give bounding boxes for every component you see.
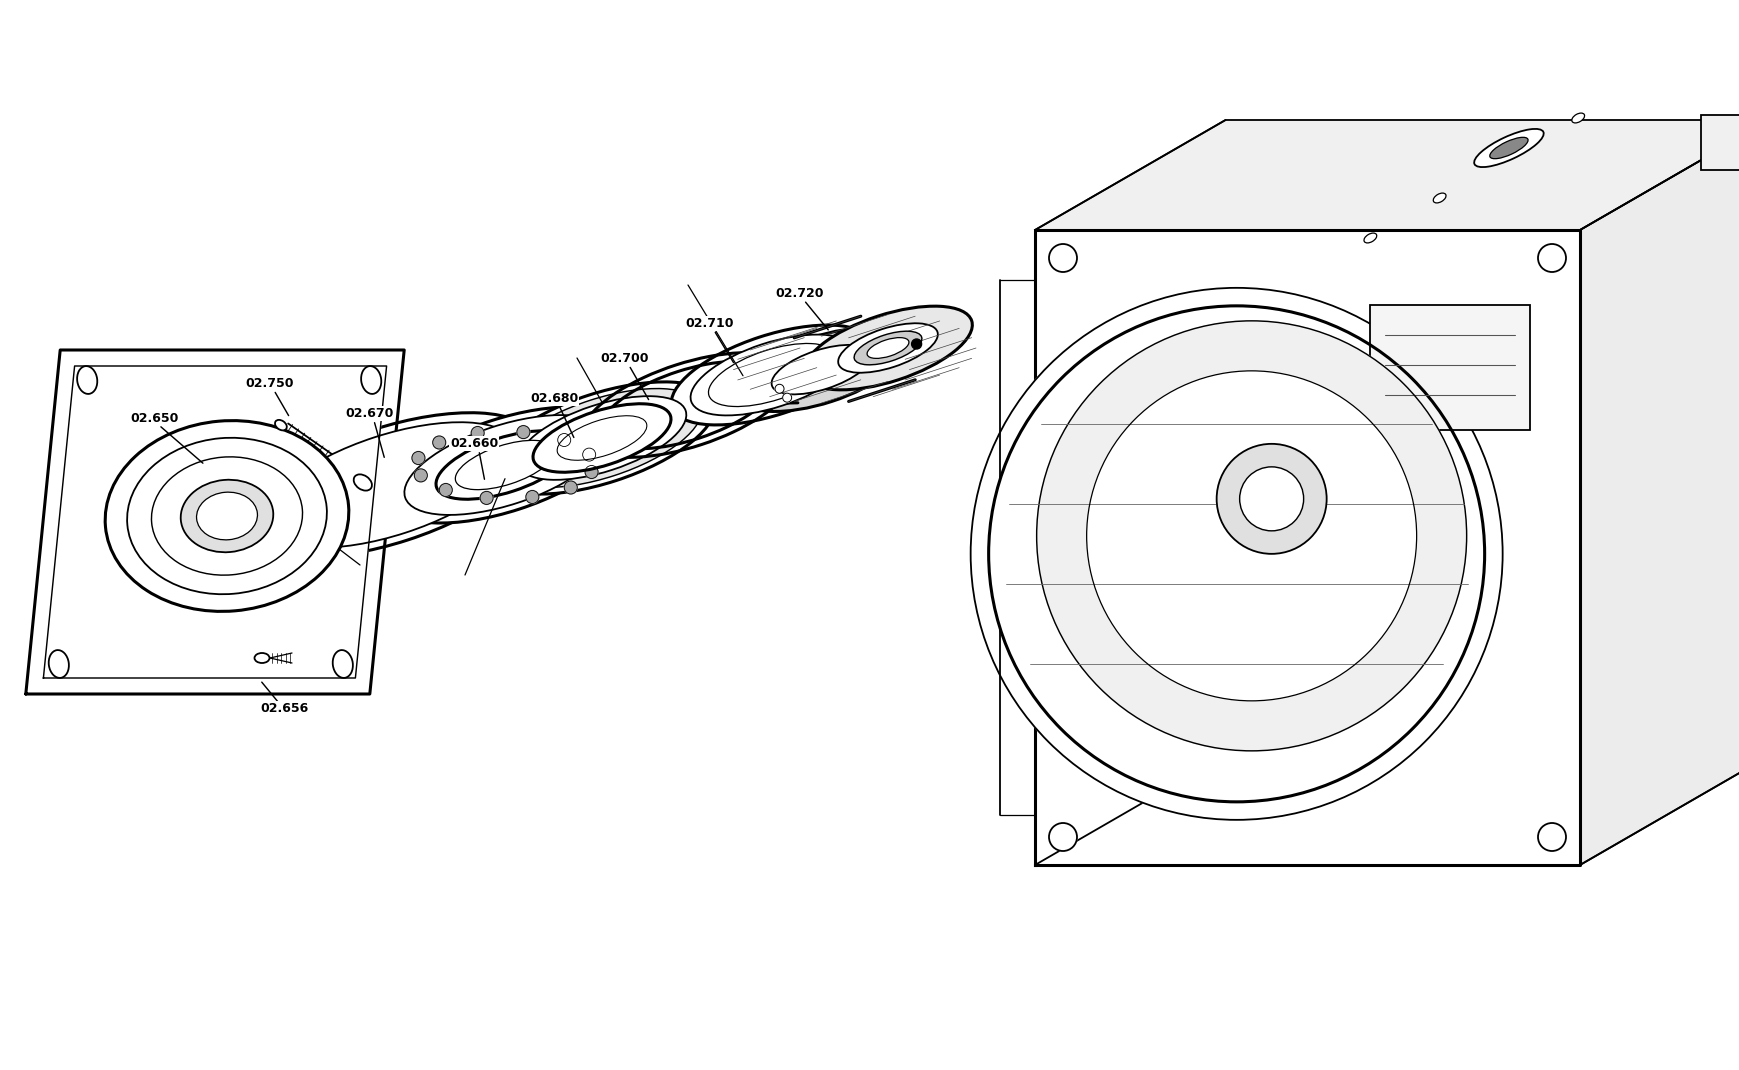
Ellipse shape bbox=[518, 396, 685, 479]
Ellipse shape bbox=[362, 366, 381, 394]
Text: 02.710: 02.710 bbox=[685, 317, 734, 330]
Bar bbox=[1369, 305, 1529, 430]
Text: 02.670: 02.670 bbox=[344, 407, 393, 421]
Circle shape bbox=[1049, 823, 1076, 851]
Ellipse shape bbox=[1363, 233, 1376, 243]
Text: 02.650: 02.650 bbox=[130, 412, 179, 425]
Polygon shape bbox=[26, 350, 403, 694]
Ellipse shape bbox=[275, 419, 287, 430]
Circle shape bbox=[558, 433, 570, 446]
Circle shape bbox=[774, 384, 784, 394]
Polygon shape bbox=[1035, 120, 1739, 230]
Circle shape bbox=[584, 465, 598, 478]
Ellipse shape bbox=[388, 407, 621, 523]
Text: 02.720: 02.720 bbox=[774, 287, 823, 300]
Ellipse shape bbox=[1433, 193, 1445, 203]
Circle shape bbox=[1537, 244, 1565, 272]
Ellipse shape bbox=[690, 335, 852, 415]
Text: 02.700: 02.700 bbox=[600, 352, 649, 365]
Circle shape bbox=[583, 448, 595, 461]
Text: 02.660: 02.660 bbox=[450, 437, 497, 450]
Ellipse shape bbox=[127, 438, 327, 594]
Circle shape bbox=[516, 426, 530, 439]
Circle shape bbox=[1049, 244, 1076, 272]
Ellipse shape bbox=[503, 388, 701, 488]
Ellipse shape bbox=[1489, 137, 1527, 158]
Ellipse shape bbox=[197, 492, 257, 540]
Ellipse shape bbox=[456, 441, 555, 490]
Circle shape bbox=[1087, 371, 1416, 701]
Ellipse shape bbox=[866, 338, 908, 358]
Circle shape bbox=[438, 484, 452, 496]
Ellipse shape bbox=[263, 423, 516, 548]
Ellipse shape bbox=[403, 415, 605, 515]
Ellipse shape bbox=[737, 327, 906, 412]
Ellipse shape bbox=[1473, 128, 1542, 167]
Polygon shape bbox=[43, 366, 386, 678]
Circle shape bbox=[480, 491, 492, 504]
Ellipse shape bbox=[353, 474, 372, 491]
Circle shape bbox=[783, 393, 791, 402]
Ellipse shape bbox=[332, 651, 353, 678]
Ellipse shape bbox=[854, 332, 922, 365]
Ellipse shape bbox=[803, 306, 972, 389]
Text: 02.656: 02.656 bbox=[259, 702, 308, 715]
Ellipse shape bbox=[77, 366, 97, 394]
Ellipse shape bbox=[489, 382, 715, 494]
Ellipse shape bbox=[151, 457, 303, 576]
Ellipse shape bbox=[838, 323, 937, 372]
Ellipse shape bbox=[1570, 113, 1584, 123]
Ellipse shape bbox=[104, 421, 348, 611]
Ellipse shape bbox=[770, 345, 871, 395]
Ellipse shape bbox=[532, 403, 671, 472]
Circle shape bbox=[970, 288, 1502, 820]
Circle shape bbox=[1537, 823, 1565, 851]
Text: 02.750: 02.750 bbox=[245, 377, 294, 389]
Ellipse shape bbox=[254, 653, 270, 663]
Circle shape bbox=[1216, 444, 1325, 554]
Bar bbox=[1699, 114, 1739, 170]
Ellipse shape bbox=[181, 479, 273, 552]
Circle shape bbox=[412, 452, 424, 464]
Circle shape bbox=[433, 435, 445, 449]
Polygon shape bbox=[1035, 230, 1579, 865]
Ellipse shape bbox=[243, 413, 536, 557]
Circle shape bbox=[1238, 467, 1303, 531]
Ellipse shape bbox=[708, 343, 835, 407]
Text: 02.680: 02.680 bbox=[530, 392, 577, 406]
Ellipse shape bbox=[556, 416, 647, 460]
Circle shape bbox=[1036, 321, 1466, 751]
Ellipse shape bbox=[436, 431, 574, 500]
Circle shape bbox=[911, 339, 922, 349]
Ellipse shape bbox=[403, 415, 605, 515]
Circle shape bbox=[471, 427, 483, 440]
Ellipse shape bbox=[49, 651, 70, 678]
Polygon shape bbox=[1579, 120, 1739, 865]
Circle shape bbox=[563, 482, 577, 494]
Circle shape bbox=[525, 490, 539, 504]
Circle shape bbox=[414, 469, 428, 482]
Ellipse shape bbox=[671, 325, 873, 425]
Circle shape bbox=[988, 306, 1483, 801]
